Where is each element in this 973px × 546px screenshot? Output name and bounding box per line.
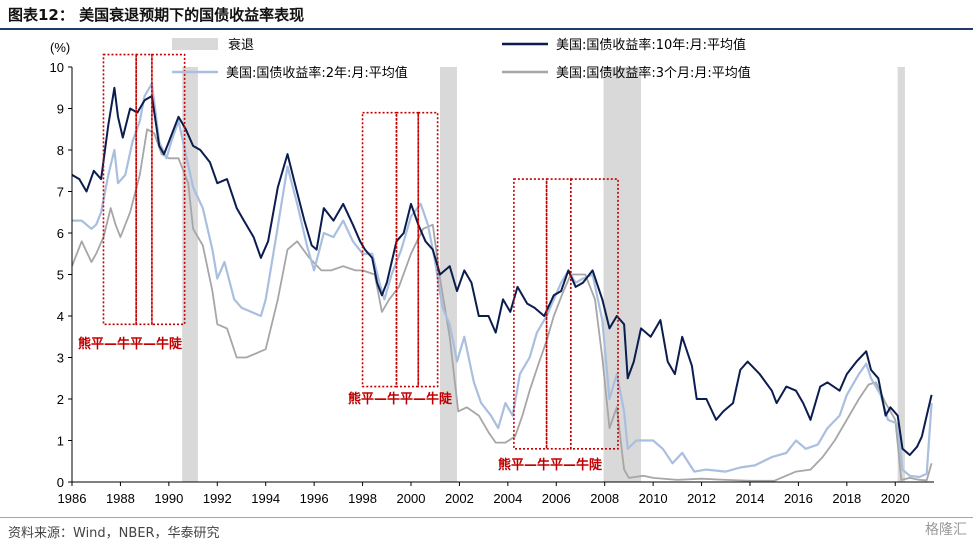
recession-shading — [182, 67, 905, 482]
y-tick-label: 2 — [57, 392, 64, 407]
annotation-box-1-2 — [135, 53, 153, 326]
x-tick-label: 1998 — [348, 491, 377, 506]
recession-band-3 — [603, 67, 642, 482]
annotation-label-2: 熊平—牛平—牛陡 — [348, 391, 453, 407]
y-tick-label: 8 — [57, 143, 64, 158]
legend-label-series-2: 美国:国债收益率:2年:月:平均值 — [226, 65, 408, 81]
x-tick-label: 2014 — [736, 491, 765, 506]
series-line-1 — [71, 86, 933, 456]
annotation-box-3-1 — [513, 178, 548, 450]
annotation-box-3-2 — [545, 178, 572, 450]
title-rule — [0, 28, 973, 30]
series-lines — [71, 82, 933, 482]
x-tick-label: 2010 — [639, 491, 668, 506]
y-tick-label: 0 — [57, 475, 64, 490]
y-tick-label: 3 — [57, 351, 64, 366]
annotation-box-1-3 — [151, 53, 186, 326]
y-tick-label: 9 — [57, 102, 64, 117]
y-tick-label: 6 — [57, 226, 64, 241]
recession-band-4 — [897, 67, 905, 482]
y-axis-unit: (%) — [50, 40, 70, 55]
x-tick-label: 1988 — [106, 491, 135, 506]
x-tick-label: 2020 — [881, 491, 910, 506]
legend-label-recession: 衰退 — [228, 37, 254, 53]
y-tick-label: 7 — [57, 185, 64, 200]
x-tick-label: 2008 — [590, 491, 619, 506]
source-note: 资料来源：Wind，NBER，华泰研究 — [8, 526, 220, 541]
annotation-box-3-3 — [569, 178, 619, 450]
annotation-label-3: 熊平—牛平—牛陡 — [498, 457, 603, 473]
x-tick-label: 1994 — [251, 491, 280, 506]
x-tick-label: 2006 — [542, 491, 571, 506]
legend-label-series-3: 美国:国债收益率:3个月:月:平均值 — [556, 65, 751, 81]
annotation-box-1-1 — [102, 53, 137, 326]
x-tick-label: 1992 — [203, 491, 232, 506]
annotation-box-2-3 — [417, 111, 439, 388]
annotation-label-1: 熊平—牛平—牛陡 — [78, 336, 183, 352]
x-tick-label: 2012 — [687, 491, 716, 506]
series-line-3 — [71, 128, 933, 482]
recession-band-1 — [182, 67, 198, 482]
x-tick-label: 2002 — [445, 491, 474, 506]
series-line-2 — [72, 82, 933, 479]
x-tick-label: 1986 — [58, 491, 87, 506]
y-tick-label: 1 — [57, 434, 64, 449]
recession-band-2 — [440, 67, 457, 482]
chart-title: 图表12： 美国衰退预期下的国债收益率表现 — [8, 6, 305, 24]
y-tick-label: 10 — [50, 60, 64, 75]
x-tick-label: 1996 — [300, 491, 329, 506]
annotation-box-2-2 — [395, 111, 420, 388]
watermark-logo: 格隆汇 — [925, 522, 967, 538]
x-tick-label: 2004 — [493, 491, 522, 506]
y-tick-label: 5 — [57, 268, 64, 283]
x-tick-label: 2016 — [784, 491, 813, 506]
legend-label-series-1: 美国:国债收益率:10年:月:平均值 — [556, 37, 746, 53]
x-tick-label: 1990 — [154, 491, 183, 506]
footer-rule — [0, 517, 973, 518]
y-tick-label: 4 — [57, 309, 64, 324]
x-tick-label: 2000 — [397, 491, 426, 506]
x-tick-label: 2018 — [832, 491, 861, 506]
axes: 0 1 2 3 4 5 6 7 8 9 10 (%) 1986 1988 1990 1992 1994 1996 1… — [50, 40, 934, 506]
annotation-box-2-1 — [361, 111, 398, 388]
legend-swatch-recession — [172, 38, 218, 50]
